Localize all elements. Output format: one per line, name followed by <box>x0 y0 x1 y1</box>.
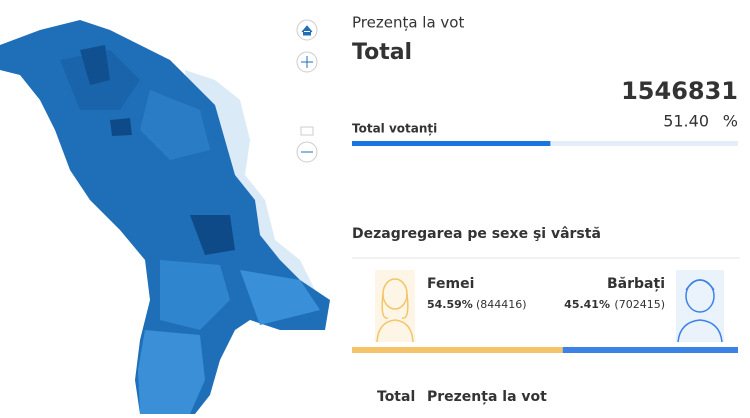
turnout-bar <box>352 141 551 146</box>
voters-label: Total votanți <box>352 122 437 136</box>
female-bar <box>352 347 563 353</box>
male-label: Bărbați <box>607 276 665 292</box>
male-icon <box>676 270 724 343</box>
map-controls[interactable] <box>296 19 318 163</box>
turnout-unit: % <box>723 112 738 131</box>
male-count: (702415) <box>614 298 665 311</box>
zoom-handle[interactable] <box>300 126 314 136</box>
female-icon <box>375 270 415 343</box>
panel-title: Prezența la vot <box>352 14 464 32</box>
plus-icon <box>301 56 313 68</box>
female-label: Femei <box>427 276 474 292</box>
turnout-value: 51.40 <box>663 112 709 131</box>
table-col-total: Total <box>377 389 415 405</box>
home-icon <box>301 25 313 36</box>
table-col-turnout: Prezența la vot <box>427 389 547 405</box>
female-count: (844416) <box>476 298 527 311</box>
total-voters: 1546831 <box>621 77 738 105</box>
map[interactable] <box>0 20 330 414</box>
male-bar <box>562 347 738 353</box>
female-percent: 54.59% <box>427 298 473 311</box>
section-title: Dezagregarea pe sexe şi vârstă <box>352 226 601 242</box>
panel-subtitle: Total <box>352 40 412 65</box>
male-percent: 45.41% <box>564 298 610 311</box>
